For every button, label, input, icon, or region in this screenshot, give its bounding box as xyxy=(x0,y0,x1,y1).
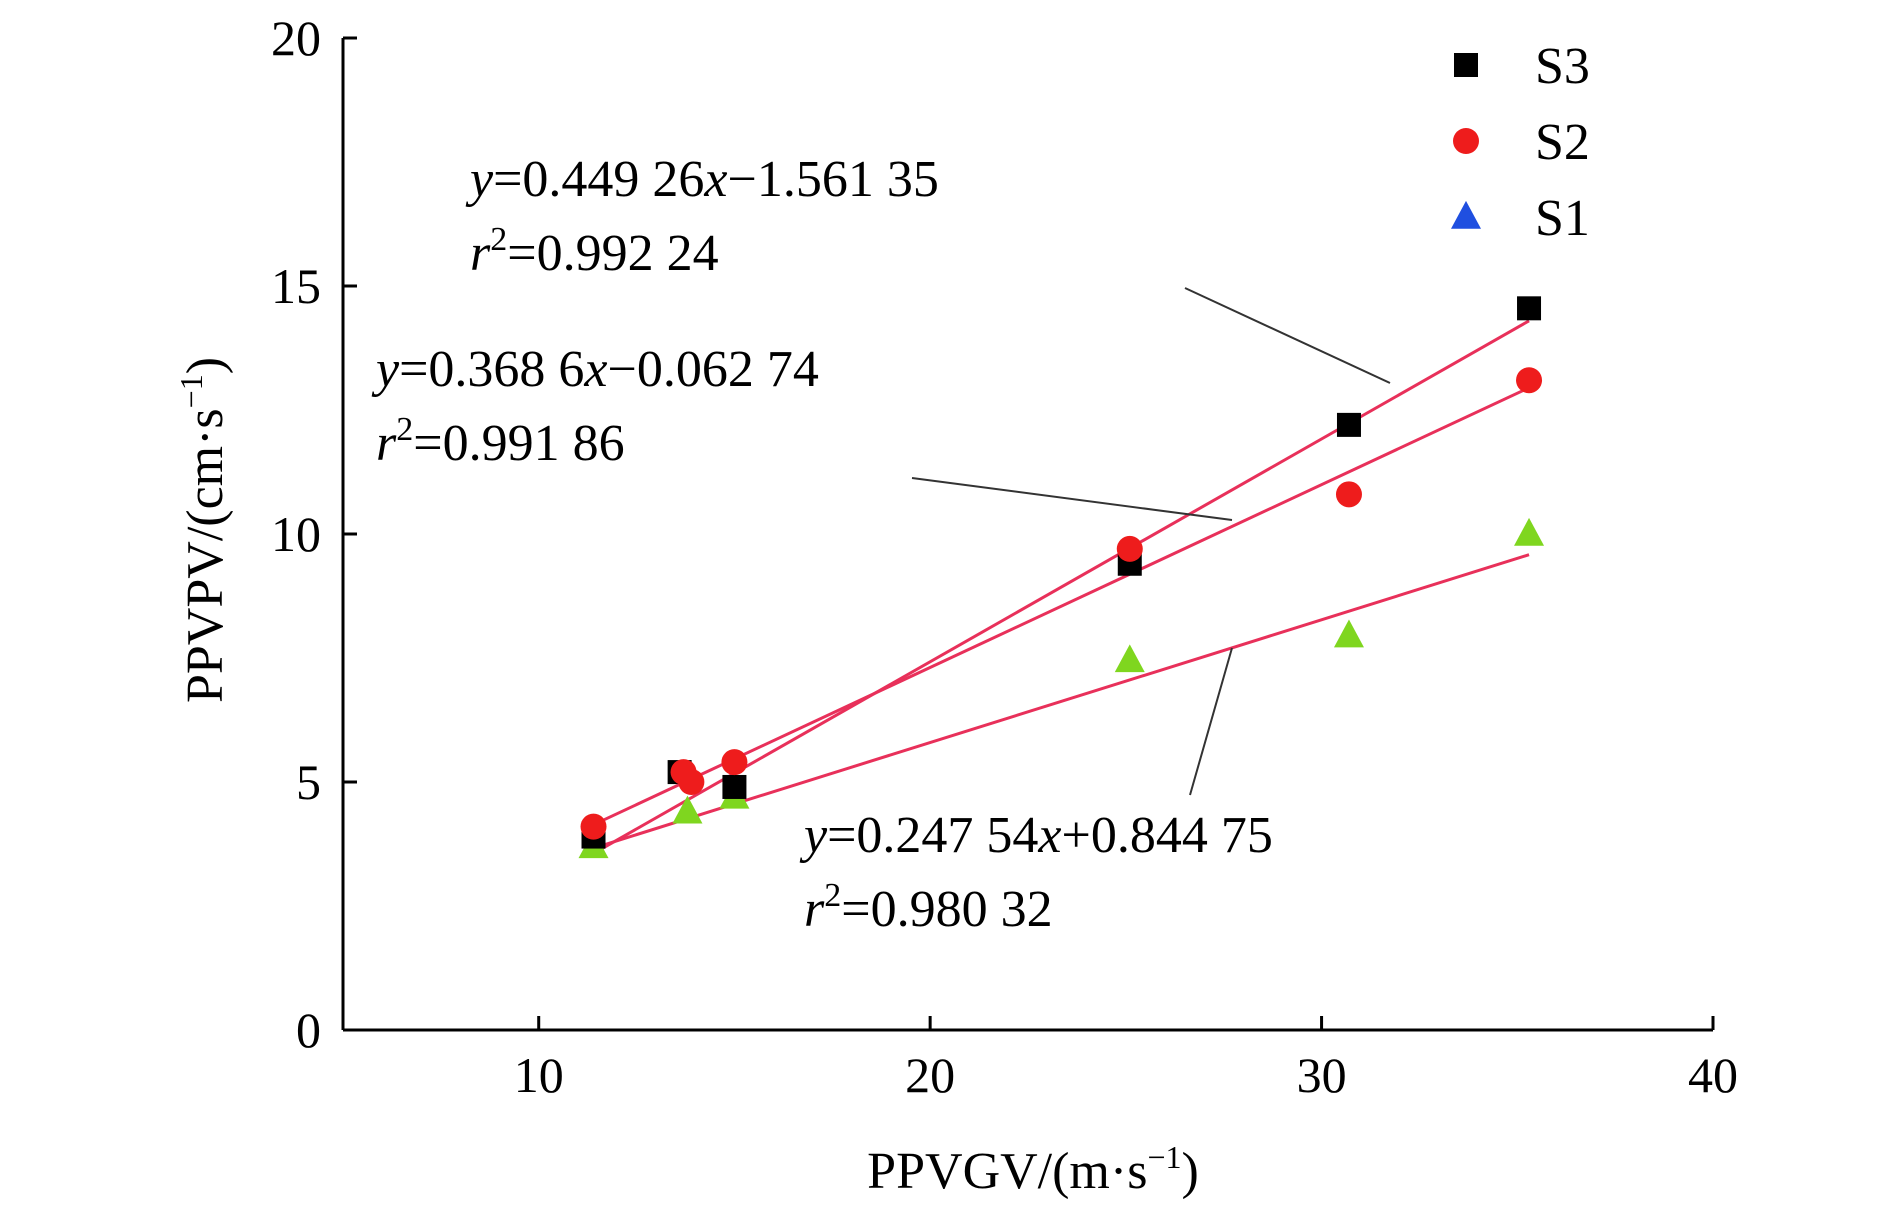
fit-line-s1 xyxy=(593,553,1530,850)
leader-line-s1 xyxy=(1189,647,1233,796)
y-tick-label: 20 xyxy=(271,10,321,66)
fit-lines xyxy=(592,319,1530,855)
y-tick-label: 5 xyxy=(296,754,321,810)
leader-line-s2 xyxy=(911,477,1233,521)
equation-s1: y=0.247 54x+0.844 75 xyxy=(799,807,1273,864)
point-s2 xyxy=(580,813,607,840)
point-s2 xyxy=(678,769,705,795)
point-s3 xyxy=(722,774,747,799)
equations: y=0.449 26x−1.561 35 r2=0.992 24 y=0.368… xyxy=(371,151,1273,938)
fit-line-s3 xyxy=(592,319,1530,855)
x-ticks: 10 20 30 40 xyxy=(514,1016,1738,1103)
data-points xyxy=(578,296,1545,859)
y-axis-title: PPVPV/(cm·s−1) xyxy=(173,357,234,703)
legend-marker-s2 xyxy=(1453,128,1479,154)
point-s2 xyxy=(1116,535,1143,562)
point-s1 xyxy=(672,795,703,824)
y-axis-title-main: PPVPV/(cm·s xyxy=(177,408,234,703)
legend-marker-s3 xyxy=(1454,53,1478,77)
r2-s1: r2=0.980 32 xyxy=(804,877,1053,938)
point-s2 xyxy=(1335,481,1362,508)
point-s3 xyxy=(1517,296,1542,321)
equation-s2: y=0.368 6x−0.062 74 xyxy=(371,341,819,398)
y-ticks: 0 5 10 15 20 xyxy=(271,10,357,1058)
r2-s2: r2=0.991 86 xyxy=(376,411,625,472)
r2-s3: r2=0.992 24 xyxy=(470,221,719,282)
x-axis-title: PPVGV/(m·s−1) xyxy=(867,1139,1199,1200)
x-tick-label: 40 xyxy=(1688,1047,1738,1103)
y-axis-title-close: ) xyxy=(177,357,234,374)
y-tick-label: 0 xyxy=(296,1002,321,1058)
legend-label-s1: S1 xyxy=(1535,190,1590,247)
y-tick-label: 15 xyxy=(271,258,321,314)
point-s2 xyxy=(1516,367,1543,394)
fit-line-s2 xyxy=(592,386,1530,827)
point-s1 xyxy=(1333,619,1364,648)
legend: S3 S2 S1 xyxy=(1451,38,1590,247)
leader-line-s3 xyxy=(1184,287,1391,384)
legend-label-s3: S3 xyxy=(1535,38,1590,95)
point-s2 xyxy=(721,749,748,776)
y-tick-label: 10 xyxy=(271,506,321,562)
x-tick-label: 10 xyxy=(514,1047,564,1103)
point-s3 xyxy=(1336,412,1361,437)
x-axis-title-sup: −1 xyxy=(1147,1139,1181,1175)
y-axis-title-sup: −1 xyxy=(173,374,209,408)
x-tick-label: 20 xyxy=(905,1047,955,1103)
x-tick-label: 30 xyxy=(1297,1047,1347,1103)
point-s1 xyxy=(1514,517,1545,546)
legend-marker-s1 xyxy=(1451,200,1481,229)
legend-label-s2: S2 xyxy=(1535,114,1590,171)
x-axis-title-close: ) xyxy=(1181,1143,1198,1200)
point-s1 xyxy=(1114,644,1145,673)
x-axis-title-main: PPVGV/(m·s xyxy=(867,1143,1147,1200)
equation-s3: y=0.449 26x−1.561 35 xyxy=(465,151,939,208)
leader-lines xyxy=(911,287,1391,796)
